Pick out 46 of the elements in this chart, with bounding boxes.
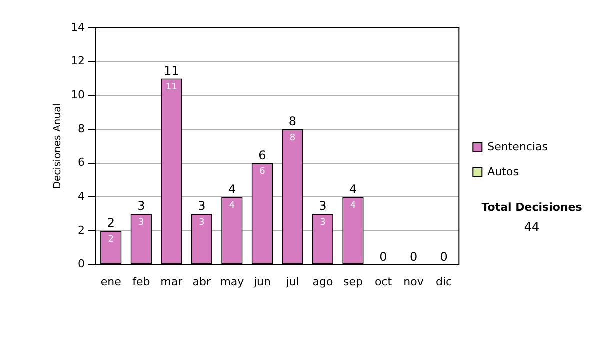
x-tick-label: sep bbox=[343, 275, 363, 288]
total-label: 4 bbox=[349, 182, 358, 196]
data-label: 2 bbox=[108, 234, 114, 245]
x-tick-label: ago bbox=[312, 275, 334, 288]
data-label: 3 bbox=[138, 218, 144, 228]
y-tick-label: 14 bbox=[70, 20, 85, 34]
text: 44 bbox=[524, 220, 540, 234]
x-tick-label: may bbox=[220, 275, 245, 288]
y-axis-title: Decisiones Anual bbox=[52, 104, 64, 190]
total-label: 3 bbox=[138, 199, 146, 214]
data-label: 4 bbox=[350, 200, 356, 211]
y-tick-label: 6 bbox=[78, 156, 85, 170]
x-tick-label: mar bbox=[160, 275, 184, 288]
y-tick-label: 12 bbox=[70, 54, 85, 68]
y-tick-label: 0 bbox=[78, 258, 85, 271]
total-label: 0 bbox=[440, 250, 448, 264]
data-label: 6 bbox=[260, 167, 266, 178]
data-label: 3 bbox=[320, 218, 326, 228]
data-label: 11 bbox=[166, 82, 178, 93]
data-label: 3 bbox=[199, 218, 205, 228]
data-label: 8 bbox=[290, 133, 296, 144]
legend-label: Autos bbox=[488, 165, 520, 178]
x-tick-label: jun bbox=[252, 275, 271, 288]
data-label: 4 bbox=[229, 200, 236, 211]
y-tick-label: 8 bbox=[78, 122, 85, 136]
x-tick-label: nov bbox=[404, 275, 424, 288]
y-tick-label: 4 bbox=[78, 190, 85, 203]
text: Total Decisiones bbox=[482, 200, 583, 214]
legend-label: Sentencias bbox=[488, 140, 548, 154]
x-tick-label: abr bbox=[192, 275, 212, 288]
x-tick-label: ene bbox=[100, 275, 122, 288]
x-tick-label: oct bbox=[374, 275, 393, 288]
total-label: 3 bbox=[319, 199, 327, 214]
y-tick-label: 10 bbox=[70, 88, 85, 102]
total-label: 4 bbox=[228, 182, 236, 196]
total-label: 11 bbox=[164, 64, 180, 78]
total-label: 2 bbox=[107, 216, 115, 230]
x-tick-label: dic bbox=[436, 275, 452, 288]
total-label: 3 bbox=[198, 199, 206, 214]
total-label: 6 bbox=[258, 148, 266, 162]
x-tick-label: jul bbox=[285, 275, 300, 288]
total-label: 8 bbox=[288, 114, 297, 129]
total-label: 0 bbox=[380, 250, 388, 264]
total-label: 0 bbox=[410, 250, 418, 264]
y-tick-label: 2 bbox=[78, 224, 85, 237]
x-tick-label: feb bbox=[132, 275, 150, 288]
